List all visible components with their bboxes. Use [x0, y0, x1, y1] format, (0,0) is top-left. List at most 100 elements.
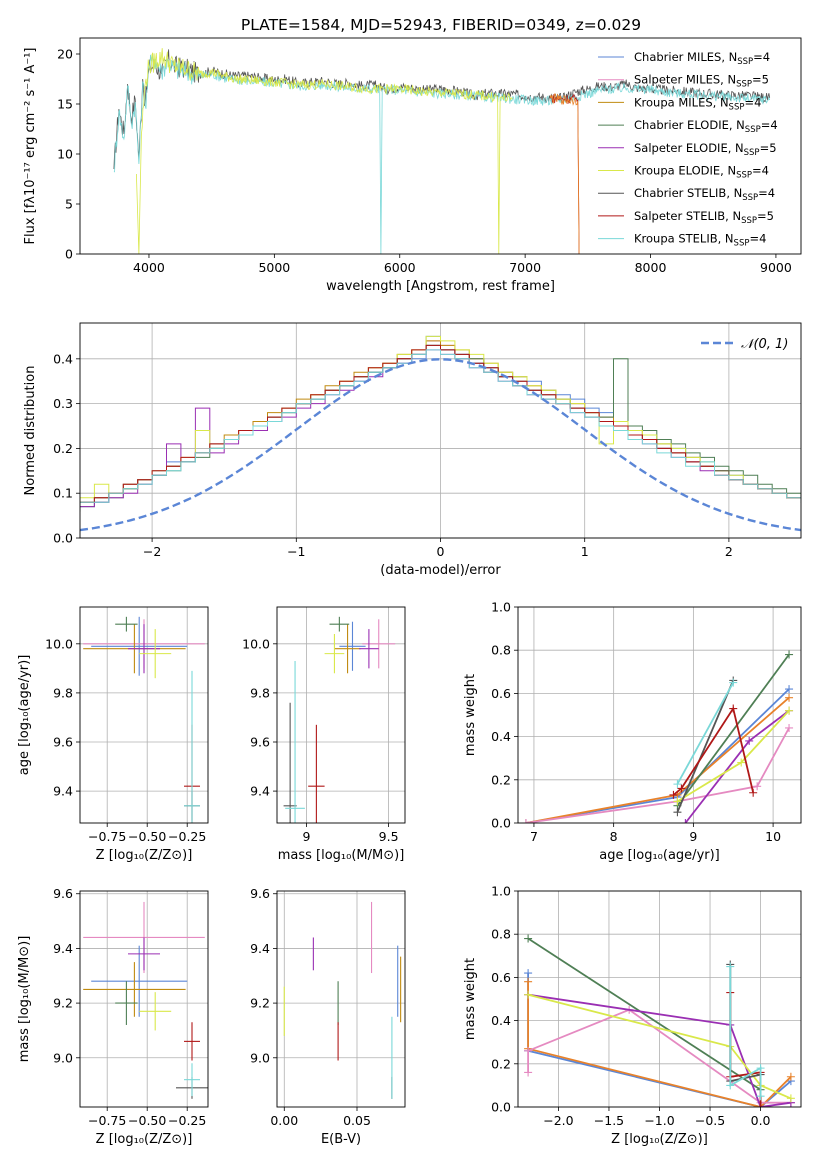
mass-weight-line	[676, 682, 734, 785]
legend-label-n: =5	[760, 141, 777, 155]
legend-label-sub: SSP	[734, 239, 750, 249]
legend-label: Salpeter MILES, NSSP=5	[634, 73, 769, 90]
legend-label-sub: SSP	[737, 57, 753, 67]
legend-label: Salpeter ELODIE, NSSP=5	[634, 141, 777, 158]
axes-frame	[79, 322, 802, 539]
x-axis-label: E(B-V)	[321, 1132, 361, 1147]
legend-label-n: =4	[749, 232, 766, 246]
legend-label-n: =5	[757, 209, 774, 223]
legend-label-sub: SSP	[742, 193, 758, 203]
mass-weight-marker	[677, 784, 686, 793]
mass-weight-line	[676, 653, 790, 807]
y-tick-label: 1.0	[491, 600, 511, 615]
x-tick-label: 9.5	[379, 829, 399, 844]
legend-label-main: Kroupa STELIB, N	[634, 232, 734, 246]
mass-weight-marker	[785, 706, 794, 715]
axes-frame	[276, 606, 406, 824]
mass-weight-line	[729, 992, 762, 1107]
y-tick-label: 0.6	[491, 686, 511, 701]
panel-mass-vs-Z: −0.75 −0.50 −0.25 9.0 9.2 9.4 9.6 Z [log₁₀(Z/Z⊙…	[17, 886, 209, 1147]
legend-label-sub: SSP	[741, 216, 757, 226]
y-tick-label: 9.4	[53, 784, 73, 799]
legend-label-n: =4	[758, 186, 775, 200]
mass-weight-marker	[785, 650, 794, 659]
mass-weight-marker	[753, 782, 762, 791]
y-tick-label: 9.6	[250, 735, 270, 750]
y-tick-label: 9.6	[250, 886, 270, 901]
y-tick-label: 9.4	[250, 941, 270, 956]
x-tick-label: 7000	[509, 260, 541, 275]
axes-frame	[79, 890, 209, 1108]
y-tick-label: 9.0	[250, 1050, 270, 1065]
y-tick-label: 10.0	[45, 636, 73, 651]
x-axis-label: Z [log₁₀(Z/Z⊙)]	[96, 1132, 193, 1147]
x-axis-label: age [log₁₀(age/yr)]	[599, 848, 720, 863]
x-tick-label: 5000	[258, 260, 290, 275]
mass-weight-marker	[524, 990, 533, 999]
y-tick-label: 10	[57, 147, 73, 162]
y-tick-label: 9.2	[53, 996, 73, 1011]
y-tick-label: 1.0	[491, 884, 511, 899]
mass-weight-marker	[729, 704, 738, 713]
mass-weight-marker	[726, 962, 735, 971]
legend-label-main: Chabrier ELODIE, N	[634, 118, 745, 132]
y-tick-label: 5	[65, 197, 73, 212]
legend-label-main: Salpeter STELIB, N	[634, 209, 741, 223]
x-tick-label: −0.75	[88, 829, 126, 844]
mass-weight-line	[676, 680, 735, 813]
y-tick-label: 0.0	[53, 531, 73, 546]
mass-weight-marker	[729, 678, 738, 687]
legend-label-main: Chabrier MILES, N	[634, 50, 737, 64]
y-tick-label: 10.0	[242, 636, 270, 651]
panel-mw-vs-age: 7 8 9 10 0.0 0.2 0.4 0.6 0.8 1.0 age [log₁₀(age/yr…	[463, 600, 802, 863]
mass-weight-marker	[524, 934, 533, 943]
plot-area	[283, 901, 402, 1099]
y-tick-label: 9.4	[250, 784, 270, 799]
mass-weight-marker	[785, 693, 794, 702]
mass-weight-marker	[786, 1072, 795, 1081]
spectrum-line	[136, 48, 513, 254]
y-axis-label: age [log₁₀(age/yr)]	[17, 655, 32, 776]
plot-area	[83, 616, 205, 823]
y-axis-label: mass [log₁₀(M/M⊙)]	[17, 936, 32, 1063]
mass-weight-marker	[737, 758, 746, 767]
axes-frame	[79, 606, 209, 824]
x-tick-label: −0.50	[128, 1113, 166, 1128]
x-tick-label: −2	[143, 544, 161, 559]
mass-weight-line	[672, 706, 755, 796]
plot-area	[283, 616, 396, 823]
panel-mw-vs-Z: −2.0 −1.5 −1.0 −0.5 0.0 0.0 0.2 0.4 0.6 0.8 1.0 Z […	[463, 884, 802, 1147]
axes-frame	[79, 37, 802, 255]
x-tick-label: 0.05	[343, 1113, 371, 1128]
y-tick-label: 0.4	[53, 351, 73, 366]
mass-weight-marker	[749, 788, 758, 797]
y-axis-label: Normed distribution	[23, 366, 38, 496]
x-tick-label: 0.0	[751, 1113, 771, 1128]
y-tick-label: 9.8	[250, 685, 270, 700]
x-tick-label: 6000	[384, 260, 416, 275]
legend-label-n: =5	[752, 73, 769, 87]
spectrum-line	[113, 49, 771, 170]
mass-weight-marker	[785, 685, 794, 694]
spectrum-line	[549, 93, 580, 254]
mass-weight-marker	[673, 808, 682, 817]
x-tick-label: −0.25	[168, 829, 206, 844]
x-axis-label: Z [log₁₀(Z/Z⊙)]	[96, 848, 193, 863]
plot-area	[83, 901, 208, 1099]
x-tick-label: 9000	[760, 260, 792, 275]
mass-weight-marker	[524, 977, 533, 986]
y-tick-label: 0.4	[491, 1013, 511, 1028]
legend-label: Salpeter STELIB, NSSP=5	[634, 209, 774, 226]
x-tick-label: 0	[437, 544, 445, 559]
mass-weight-line	[525, 727, 790, 823]
mass-weight-marker	[786, 1094, 795, 1103]
plot-area	[113, 48, 771, 254]
mass-weight-line	[729, 966, 762, 1097]
y-tick-label: 9.6	[53, 886, 73, 901]
y-tick-label: 0.6	[491, 970, 511, 985]
legend-label-sub: SSP	[736, 171, 752, 181]
mass-weight-marker	[745, 736, 754, 745]
legend-label-sub: SSP	[729, 102, 745, 112]
plot-area	[80, 335, 801, 532]
legend-label: Chabrier STELIB, NSSP=4	[634, 186, 775, 203]
